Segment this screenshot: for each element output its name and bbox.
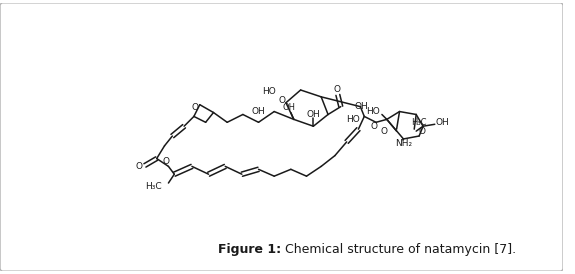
Text: O: O — [381, 127, 388, 136]
Text: O: O — [163, 157, 170, 166]
Text: H₃C: H₃C — [411, 118, 427, 127]
Text: OH: OH — [355, 102, 368, 111]
Text: O: O — [191, 103, 198, 112]
Text: O: O — [418, 127, 425, 136]
Text: OH: OH — [252, 107, 266, 116]
Text: O: O — [136, 162, 143, 171]
FancyBboxPatch shape — [0, 3, 563, 271]
Text: OH: OH — [436, 118, 450, 127]
Text: NH₂: NH₂ — [395, 139, 412, 148]
Text: HO: HO — [347, 115, 361, 124]
Text: Chemical structure of natamycin [7].: Chemical structure of natamycin [7]. — [281, 243, 516, 256]
Text: HO: HO — [366, 107, 380, 116]
Text: OH: OH — [282, 103, 296, 112]
Text: OH: OH — [306, 110, 320, 119]
Text: O: O — [370, 122, 378, 131]
Text: O: O — [334, 85, 340, 95]
Text: Figure 1:: Figure 1: — [218, 243, 281, 256]
Text: O: O — [278, 96, 286, 105]
Text: HO: HO — [262, 87, 276, 96]
Text: H₃C: H₃C — [145, 182, 162, 192]
